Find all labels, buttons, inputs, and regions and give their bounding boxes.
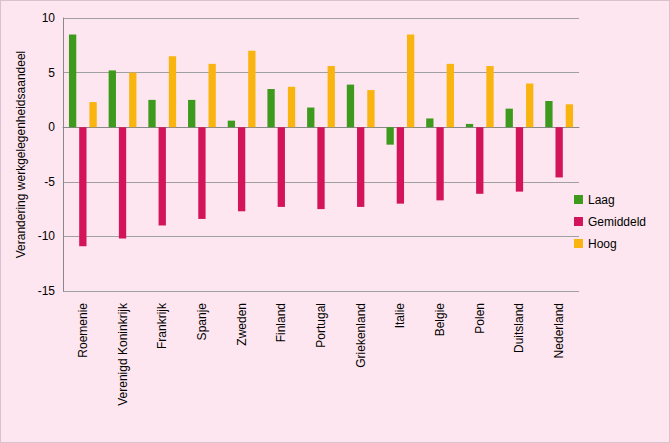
- svg-text:Spanje: Spanje: [195, 303, 209, 341]
- svg-text:-5: -5: [44, 175, 55, 189]
- svg-text:Verenigd Koninkrijk: Verenigd Koninkrijk: [116, 302, 130, 406]
- svg-text:Roemenie: Roemenie: [76, 303, 90, 358]
- svg-text:Hoog: Hoog: [588, 237, 617, 251]
- svg-text:Portugal: Portugal: [314, 303, 328, 348]
- svg-text:Frankrijk: Frankrijk: [155, 302, 169, 349]
- svg-text:Finland: Finland: [274, 303, 288, 342]
- svg-text:Nederland: Nederland: [552, 303, 566, 358]
- svg-text:Gemiddeld: Gemiddeld: [588, 215, 646, 229]
- svg-text:10: 10: [42, 11, 56, 25]
- svg-text:Zweden: Zweden: [235, 303, 249, 346]
- svg-text:Laag: Laag: [588, 193, 615, 207]
- svg-text:Italie: Italie: [393, 303, 407, 329]
- svg-text:-15: -15: [38, 284, 56, 298]
- svg-text:Belgie: Belgie: [433, 303, 447, 337]
- svg-text:5: 5: [48, 66, 55, 80]
- svg-text:-10: -10: [38, 229, 56, 243]
- svg-text:0: 0: [48, 120, 55, 134]
- svg-text:Polen: Polen: [473, 303, 487, 334]
- svg-text:Duitsland: Duitsland: [512, 303, 526, 353]
- svg-text:Griekenland: Griekenland: [354, 303, 368, 368]
- svg-text:Verandering werkgelegenheidsaa: Verandering werkgelegenheidsaandeel: [14, 51, 28, 259]
